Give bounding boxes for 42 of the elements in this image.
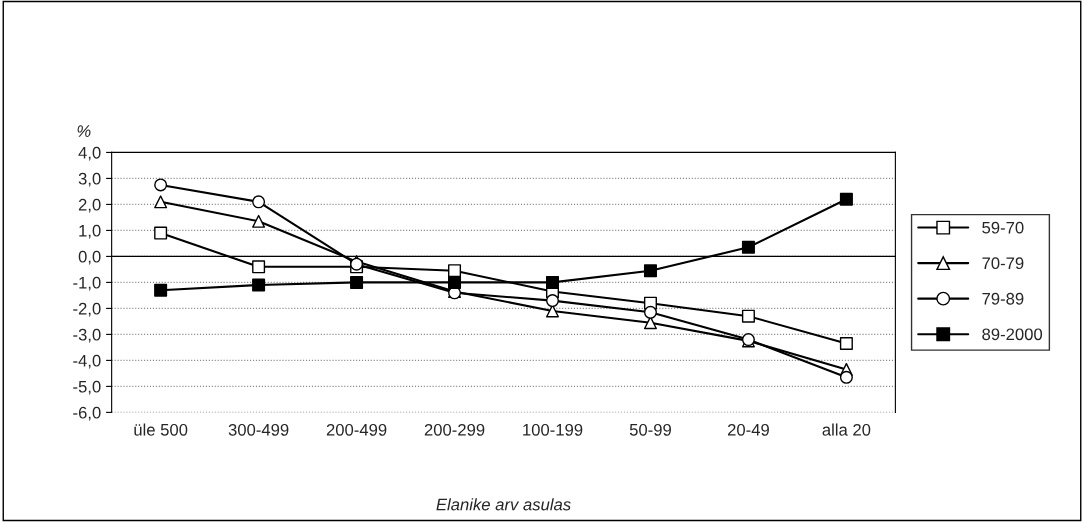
y-tick-label: 3,0 <box>78 172 101 187</box>
point <box>252 260 266 274</box>
legend-label: 79-89 <box>982 292 1024 305</box>
y-axis-title: % <box>77 125 91 137</box>
point <box>545 304 560 318</box>
x-tick-label: 50-99 <box>629 423 671 436</box>
y-tick-label: -5,0 <box>73 380 101 395</box>
y-tick-label: -6,0 <box>73 406 101 421</box>
point <box>839 192 853 206</box>
point <box>741 309 755 323</box>
point <box>545 275 560 289</box>
legend-label: 89-2000 <box>982 328 1043 341</box>
y-tick-label: -1,0 <box>73 276 101 291</box>
y-tick-label: -4,0 <box>73 354 101 369</box>
y-tick-label: -2,0 <box>73 302 101 317</box>
x-tick-label: 200-499 <box>326 423 387 436</box>
legend-label: 59-70 <box>982 221 1024 234</box>
point <box>154 283 168 297</box>
legend-label: 70-79 <box>982 257 1024 270</box>
point <box>350 275 364 289</box>
point <box>643 264 657 278</box>
point <box>741 240 755 254</box>
y-tick-label: 0,0 <box>78 250 101 265</box>
x-axis-title: Elanike arv asulas <box>436 498 571 511</box>
y-tick-label: 1,0 <box>79 224 101 239</box>
x-tick-label: 20-49 <box>727 423 769 436</box>
y-tick-label: -3,0 <box>73 328 101 343</box>
x-tick-label: üle 500 <box>134 423 188 436</box>
y-tick-label: 4,0 <box>78 146 101 161</box>
x-tick-label: 300-499 <box>228 423 289 436</box>
x-tick-label: 200-299 <box>424 423 485 436</box>
point <box>643 316 657 330</box>
point <box>448 264 462 278</box>
point <box>252 278 266 292</box>
point <box>154 226 168 240</box>
point <box>154 195 168 209</box>
x-tick-label: 100-199 <box>523 423 583 436</box>
x-tick-label: alla 20 <box>822 423 871 436</box>
point <box>448 275 462 289</box>
y-tick-label: 2,0 <box>78 198 101 213</box>
point <box>839 336 853 350</box>
point <box>252 214 266 228</box>
